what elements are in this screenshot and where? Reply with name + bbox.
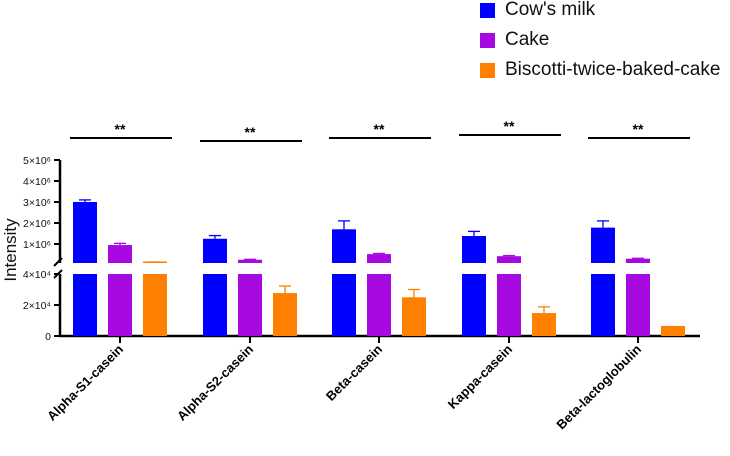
legend-label: Cake <box>505 29 550 50</box>
bar-cake-upper <box>497 256 521 263</box>
bar-cake-upper <box>238 259 262 263</box>
x-tick-label: Alpha-S1-casein <box>44 341 126 423</box>
bar-cow-s-milk <box>591 274 615 336</box>
bar-cow-s-milk <box>332 274 356 336</box>
bar-cake <box>497 274 521 336</box>
bar-cake-upper <box>367 254 391 263</box>
x-tick-label: Kappa-casein <box>445 341 515 411</box>
bar-cow-s-milk-upper <box>73 202 97 263</box>
y-tick-label: 1×10⁶ <box>23 239 51 251</box>
significance-label: ** <box>633 121 644 137</box>
bar-cow-s-milk-upper <box>332 229 356 263</box>
legend-item: Biscotti-twice-baked-cake <box>480 59 721 80</box>
legend-swatch <box>480 32 495 48</box>
x-tick-label: Beta-casein <box>323 341 385 403</box>
bar-cow-s-milk-upper <box>591 227 615 263</box>
y-tick-label: 4×10⁴ <box>23 269 51 281</box>
legend-label: Cow's milk <box>505 0 596 20</box>
y-tick-label: 5×10⁶ <box>23 155 51 167</box>
y-tick-label: 2×10⁴ <box>23 300 51 312</box>
y-axis-label: Intensity <box>1 218 20 282</box>
bar-biscotti-twice-baked-cake <box>661 325 685 336</box>
y-tick-label: 4×10⁶ <box>23 176 51 188</box>
bar-cow-s-milk <box>73 274 97 336</box>
bar-cake-upper <box>626 258 650 263</box>
legend-item: Cow's milk <box>480 0 596 20</box>
axis-break-mark <box>53 257 63 267</box>
bar-biscotti-twice-baked-cake <box>532 313 556 336</box>
bar-biscotti-twice-baked-cake <box>143 274 167 336</box>
bar-cake <box>626 274 650 336</box>
significance-label: ** <box>115 121 126 137</box>
significance-label: ** <box>374 121 385 137</box>
x-tick-label: Alpha-S2-casein <box>174 341 256 423</box>
bar-cake <box>367 274 391 336</box>
y-tick-label: 3×10⁶ <box>23 197 51 209</box>
bar-cow-s-milk-upper <box>203 238 227 263</box>
legend-label: Biscotti-twice-baked-cake <box>505 59 721 80</box>
bar-cake-upper <box>108 245 132 263</box>
significance-label: ** <box>245 124 256 140</box>
bar-biscotti-twice-baked-cake <box>273 293 297 336</box>
bar-cow-s-milk <box>462 274 486 336</box>
legend-swatch <box>480 2 495 18</box>
bar-cake <box>238 274 262 336</box>
x-tick-label: Beta-lactoglobulin <box>553 341 644 432</box>
legend-swatch <box>480 62 495 78</box>
y-tick-label: 2×10⁶ <box>23 218 51 230</box>
legend-item: Cake <box>480 29 550 50</box>
bar-cake <box>108 274 132 336</box>
y-tick-label: 0 <box>45 331 51 343</box>
bar-biscotti-twice-baked-cake <box>402 297 426 336</box>
bar-cow-s-milk-upper <box>462 236 486 263</box>
bar-cow-s-milk <box>203 274 227 336</box>
significance-label: ** <box>504 118 515 134</box>
